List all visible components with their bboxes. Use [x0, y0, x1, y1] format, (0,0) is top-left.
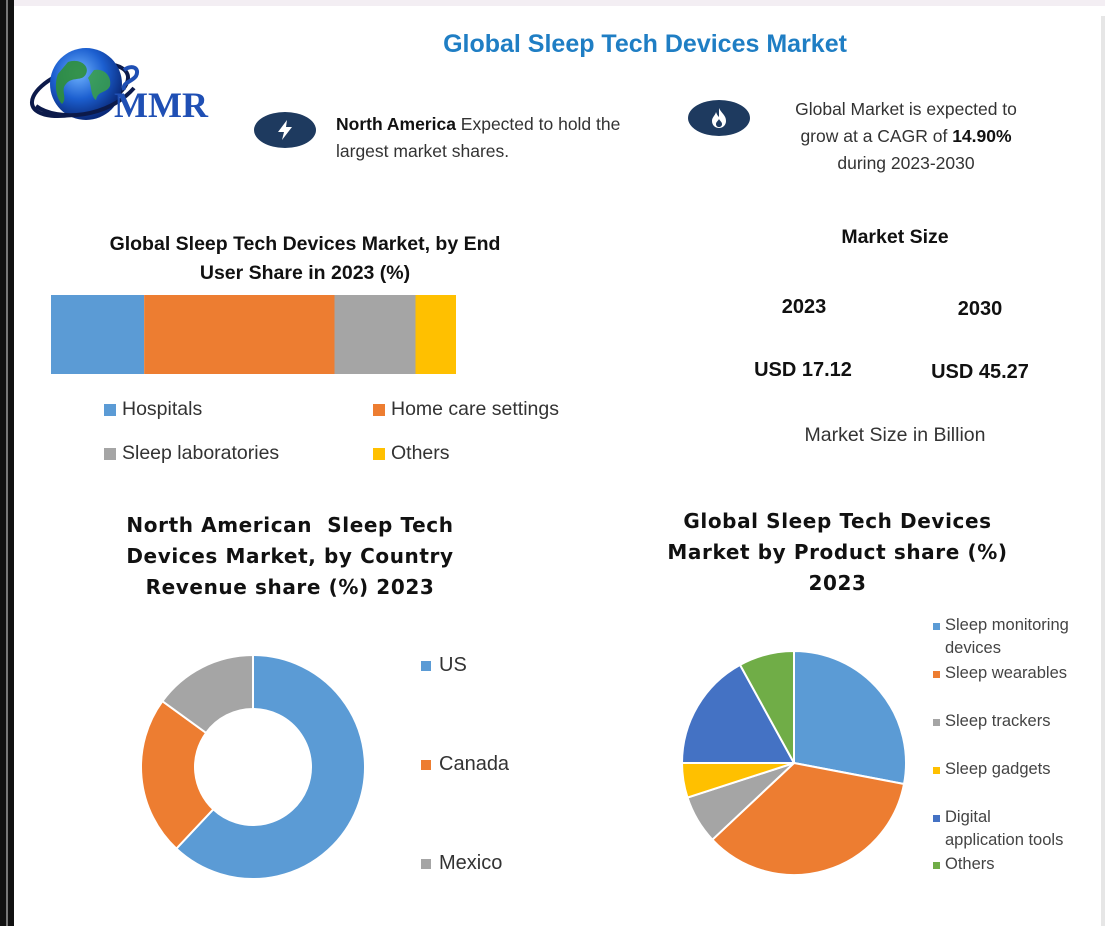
legend-hospitals: Hospitals [104, 398, 202, 421]
market-value-2023: USD 17.12 [754, 359, 852, 381]
legend-home-care-label: Home care settings [391, 398, 559, 420]
mmr-logo [28, 44, 238, 134]
us-swatch [421, 660, 431, 671]
sleep-labs-swatch [104, 447, 116, 460]
sleep-gadgets-swatch [933, 767, 940, 774]
legend-sleep-wearables-label: Sleep wearables [945, 664, 1067, 682]
legend-sleep-wearables: Sleep wearables [933, 662, 1105, 685]
country-title-line2: Devices Market, by Country [126, 544, 454, 568]
legend-sleep-gadgets: Sleep gadgets [933, 758, 1105, 781]
legend-digital-tools-l1: Digital [945, 808, 991, 826]
page-title: Global Sleep Tech Devices Market [443, 30, 847, 58]
logo-text: MMR [114, 85, 208, 125]
left-frame-border [0, 0, 14, 926]
pie-slice-digital-application-tools [680, 663, 796, 764]
north-america-bold: North America [336, 114, 456, 134]
globe-icon [29, 48, 139, 120]
product-pie-chart [680, 649, 907, 876]
legend-digital-tools: Digital application tools [933, 806, 1105, 852]
pie-slice-sleep-wearables [710, 761, 906, 876]
legend-sleep-monitoring-l1: Sleep monitoring [945, 616, 1069, 634]
sleep-trackers-swatch [933, 719, 940, 726]
market-year-2023: 2023 [781, 296, 827, 318]
canada-swatch [421, 759, 431, 770]
legend-canada-label: Canada [439, 753, 510, 775]
bar-segment-home-care-settings [144, 295, 335, 374]
legend-home-care: Home care settings [373, 398, 559, 421]
end-user-title-line1: Global Sleep Tech Devices Market, by End [109, 233, 501, 255]
cagr-line3: during 2023-2030 [837, 153, 975, 173]
legend-us-label: US [439, 654, 467, 676]
others-swatch [373, 447, 385, 460]
legend-hospitals-label: Hospitals [122, 398, 203, 420]
flame-icon [688, 100, 750, 136]
end-user-chart-title: Global Sleep Tech Devices Market, by End… [70, 230, 540, 288]
legend-sleep-labs: Sleep laboratories [104, 442, 279, 465]
donut-slice-canada [140, 699, 215, 851]
market-size-note: Market Size in Billion [804, 424, 986, 446]
legend-canada: Canada [421, 753, 509, 776]
pie-slice-others [738, 649, 795, 764]
top-frame-strip [0, 0, 1105, 6]
product-title-line2: Market by Product share (%) [667, 540, 1008, 564]
country-title-line3: Revenue share (%) 2023 [145, 575, 435, 599]
legend-us: US [421, 654, 467, 677]
legend-digital-tools-l2: application tools [945, 831, 1064, 849]
sleep-monitoring-swatch [933, 623, 940, 630]
sleep-wearables-swatch [933, 671, 940, 678]
cagr-line2-pre: grow at a CAGR of [800, 126, 953, 146]
legend-product-others: Others [933, 853, 1105, 876]
country-donut-chart [140, 653, 366, 880]
legend-others: Others [373, 442, 450, 465]
legend-sleep-trackers: Sleep trackers [933, 710, 1105, 733]
cagr-value: 14.90% [952, 126, 1012, 146]
market-year-2030: 2030 [957, 298, 1003, 320]
product-title-line3: 2023 [808, 571, 867, 595]
country-chart-title: North American Sleep Tech Devices Market… [105, 510, 475, 603]
product-chart-title: Global Sleep Tech Devices Market by Prod… [660, 506, 1015, 599]
legend-sleep-monitoring: Sleep monitoring devices [933, 614, 1105, 660]
legend-sleep-labs-label: Sleep laboratories [122, 442, 280, 464]
legend-others-label: Others [391, 442, 450, 464]
donut-slice-mexico [160, 653, 254, 735]
hospitals-swatch [104, 403, 116, 416]
market-size-title: Market Size [841, 226, 949, 248]
product-others-swatch [933, 862, 940, 869]
legend-sleep-gadgets-label: Sleep gadgets [945, 760, 1051, 778]
end-user-stacked-bar [51, 295, 456, 374]
bar-segment-others [415, 295, 456, 374]
country-title-line1: North American Sleep Tech [126, 513, 454, 537]
lightning-icon [254, 112, 316, 148]
mexico-swatch [421, 858, 431, 869]
north-america-rest: Expected to hold the [455, 114, 621, 134]
pie-slice-sleep-monitoring-devices [793, 649, 907, 786]
legend-mexico-label: Mexico [439, 852, 503, 874]
right-frame-border [1101, 16, 1105, 926]
north-america-line2: largest market shares. [336, 141, 510, 161]
end-user-title-line2: User Share in 2023 (%) [199, 262, 411, 284]
donut-slice-us [174, 653, 366, 880]
digital-tools-swatch [933, 815, 940, 822]
legend-sleep-trackers-label: Sleep trackers [945, 712, 1051, 730]
legend-sleep-monitoring-l2: devices [945, 639, 1001, 657]
north-america-note: North America Expected to hold the large… [336, 111, 666, 165]
bar-segment-sleep-laboratories [334, 295, 416, 374]
market-value-2030: USD 45.27 [931, 361, 1029, 383]
cagr-line1: Global Market is expected to [795, 99, 1017, 119]
cagr-note: Global Market is expected to grow at a C… [766, 96, 1046, 177]
bar-segment-hospitals [51, 295, 145, 374]
legend-product-others-label: Others [945, 855, 995, 873]
legend-mexico: Mexico [421, 852, 502, 875]
home-care-swatch [373, 403, 385, 416]
product-title-line1: Global Sleep Tech Devices [683, 509, 992, 533]
